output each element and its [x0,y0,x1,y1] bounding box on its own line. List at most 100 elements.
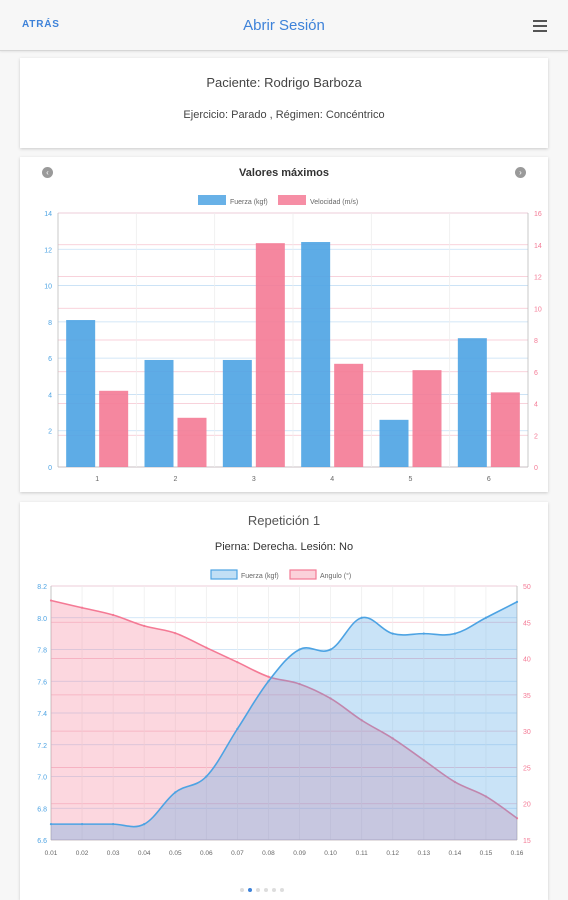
chevron-left-icon[interactable]: ‹ [42,167,53,178]
y-tick-label-left: 6.8 [37,806,47,813]
y-tick-label-left: 0 [48,465,52,472]
y-tick-label-left: 14 [44,211,52,218]
x-tick-label: 0.07 [231,850,244,857]
legend-label: Fuerza (kgf) [241,573,279,580]
y-tick-label-left: 7.2 [37,743,47,750]
point-fuerza [360,616,363,619]
x-tick-label: 0.13 [417,850,430,857]
page-dot[interactable] [256,888,260,892]
point-fuerza [267,680,270,683]
patient-name: Paciente: Rodrigo Barboza [206,75,362,90]
area-angulo [51,600,517,840]
y-tick-label-left: 12 [44,247,52,254]
x-tick-label: 0.14 [449,850,462,857]
y-tick-label-left: 7.0 [37,775,47,782]
line-fuerza [51,601,518,828]
point-angulo [298,682,301,686]
y-tick-label-left: 7.4 [37,711,47,718]
page-dot[interactable] [264,888,268,892]
y-tick-label-right: 8 [534,338,538,345]
bar-velocidad [334,363,364,467]
legend-swatch [289,569,317,580]
point-fuerza [80,823,84,826]
legend-label: Angulo (°) [320,572,351,580]
point-angulo [484,795,488,798]
y-tick-label-right: 2 [534,433,538,440]
bar-velocidad [99,390,129,467]
chevron-right-icon[interactable]: › [515,167,526,178]
x-tick-label: 0.10 [324,850,337,857]
point-angulo [515,817,519,820]
point-angulo [422,759,425,762]
y-tick-label-right: 15 [523,838,531,845]
y-tick-label-left: 10 [44,284,52,291]
hamburger-menu-icon[interactable] [533,20,547,32]
x-tick-label: 0.06 [200,850,213,857]
y-tick-label-right: 50 [523,584,531,591]
y-tick-label-right: 0 [534,465,538,472]
y-tick-label-left: 6 [48,356,52,363]
y-tick-label-right: 10 [534,306,542,313]
point-fuerza [205,775,208,778]
y-tick-label-right: 12 [534,275,542,282]
point-fuerza [298,648,301,651]
x-tick-label: 2 [174,476,178,483]
point-angulo [453,780,456,784]
x-tick-label: 4 [330,476,334,483]
legend-swatch [198,195,226,205]
x-tick-label: 0.02 [76,850,89,857]
bar-fuerza [144,359,174,467]
bar-velocidad [255,243,285,467]
back-button[interactable]: ATRÁS [22,19,60,30]
x-tick-label: 0.08 [262,850,275,857]
bar-velocidad [490,392,520,467]
y-tick-label-left: 8.2 [37,584,47,591]
point-fuerza [391,632,394,635]
y-tick-label-right: 20 [523,802,531,809]
bar-fuerza [457,338,487,467]
page-dot[interactable] [280,888,284,892]
bar-velocidad [177,417,207,467]
point-angulo [112,613,115,617]
point-angulo [49,599,53,602]
x-tick-label: 0.04 [138,850,151,857]
x-tick-label: 0.09 [293,850,306,857]
page-title: Abrir Sesión [243,17,325,34]
legend-label: Fuerza (kgf) [230,199,268,206]
bar-fuerza [301,242,331,467]
y-tick-label-right: 45 [523,620,531,627]
point-fuerza [422,632,425,635]
point-angulo [205,646,208,649]
y-tick-label-left: 2 [48,429,52,436]
point-fuerza [453,632,456,635]
point-fuerza [236,727,239,730]
point-fuerza [143,823,146,826]
y-tick-label-left: 8.0 [37,616,47,623]
line-angulo [50,599,518,819]
max-values-bar-chart: Fuerza (kgf) Velocidad (m/s)0246810121402… [44,195,542,483]
page-dot[interactable] [248,888,252,892]
y-tick-label-right: 4 [534,402,538,409]
y-tick-label-right: 16 [534,211,542,218]
page-indicator [240,879,288,897]
y-tick-label-left: 6.6 [37,838,47,845]
page-dot[interactable] [240,888,244,892]
chart-title: Valores máximos [239,167,329,179]
point-fuerza [329,648,332,651]
x-tick-label: 0.12 [386,850,399,857]
point-fuerza [515,600,519,603]
y-tick-label-right: 40 [523,657,531,664]
point-angulo [391,737,394,740]
y-tick-label-right: 6 [534,370,538,377]
x-tick-label: 0.05 [169,850,182,857]
page-dot[interactable] [272,888,276,892]
legend-swatch [278,195,306,205]
y-tick-label-right: 14 [534,243,542,250]
y-tick-label-left: 4 [48,392,52,399]
y-tick-label-left: 7.6 [37,679,47,686]
legend-swatch [210,569,238,580]
x-tick-label: 5 [409,476,413,483]
y-tick-label-right: 30 [523,729,531,736]
x-tick-label: 3 [252,476,256,483]
bar-fuerza [379,419,409,467]
